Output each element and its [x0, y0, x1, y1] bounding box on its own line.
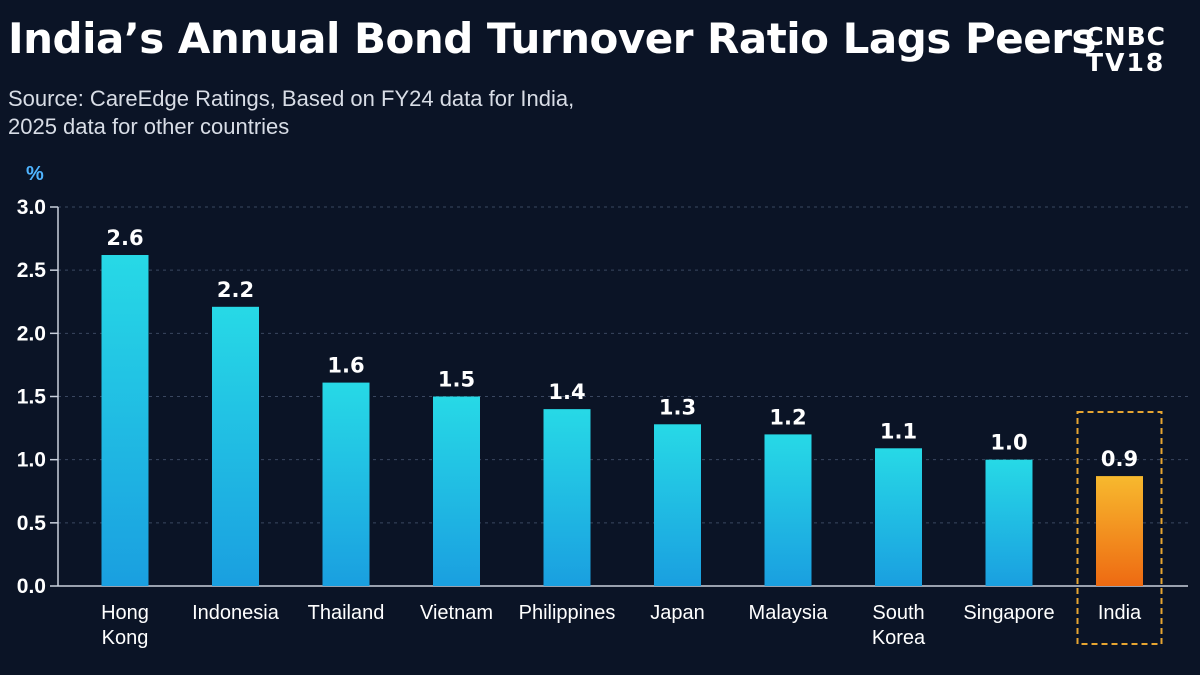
bars: 2.6 2.2 1.6 1.5 1.4 1.3 1.2 1.1 1.0 0.9 [101, 226, 1163, 645]
x-tick-label-indonesia: Indonesia [192, 602, 280, 624]
x-tick-label-japan: Japan [650, 602, 705, 624]
chart-subtitle-line-2: 2025 data for other countries [8, 114, 290, 139]
data-label-hong-kong: 2.6 [106, 226, 143, 250]
y-tick-label: 2.5 [17, 259, 47, 282]
bar-singapore [985, 459, 1033, 586]
bar-india [1096, 476, 1143, 586]
logo-line-2: TV18 [1086, 48, 1166, 77]
x-tick-label-thailand: Thailand [308, 602, 385, 624]
logo-line-1: CNBC [1085, 22, 1166, 51]
x-tick-label-malaysia: Malaysia [749, 602, 829, 624]
x-tick-label-hong-kong: Kong [102, 627, 149, 649]
x-tick-label-vietnam: Vietnam [420, 602, 493, 624]
bar-south-korea [875, 448, 922, 586]
data-label-philippines: 1.4 [548, 380, 585, 404]
y-tick-label: 1.0 [17, 449, 46, 472]
x-tick-label-south-korea: Korea [872, 627, 926, 649]
x-tick-label-south-korea: South [872, 602, 924, 624]
x-tick-label-india: India [1098, 602, 1142, 624]
bar-japan [654, 424, 701, 586]
y-tick-label: 0.0 [17, 575, 46, 598]
x-tick-label-hong-kong: Hong [101, 602, 149, 624]
bar-thailand [322, 382, 370, 586]
bar-hong-kong [101, 255, 149, 587]
data-label-south-korea: 1.1 [880, 419, 917, 443]
y-axis-unit-label: % [26, 163, 44, 185]
chart-subtitle-line-1: Source: CareEdge Ratings, Based on FY24 … [8, 86, 575, 111]
bar-indonesia [212, 306, 259, 586]
y-tick-label: 3.0 [17, 196, 46, 219]
bar-malaysia [764, 434, 812, 586]
y-tick-label: 1.5 [17, 386, 47, 409]
bar-vietnam [433, 396, 480, 586]
x-tick-label-singapore: Singapore [963, 602, 1054, 624]
y-tick-label: 0.5 [17, 512, 47, 535]
data-label-vietnam: 1.5 [438, 368, 475, 392]
data-label-indonesia: 2.2 [217, 278, 254, 302]
data-label-singapore: 1.0 [990, 431, 1027, 455]
y-tick-label: 2.0 [17, 322, 46, 345]
data-label-malaysia: 1.2 [769, 405, 806, 429]
data-label-japan: 1.3 [659, 395, 696, 419]
data-label-thailand: 1.6 [327, 354, 364, 378]
chart-title: India’s Annual Bond Turnover Ratio Lags … [8, 14, 1096, 63]
data-label-india: 0.9 [1101, 447, 1138, 471]
bar-philippines [543, 409, 591, 586]
x-tick-label-philippines: Philippines [519, 602, 616, 624]
x-axis-labels: Hong Kong Indonesia Thailand Vietnam Philippi… [101, 602, 1142, 649]
cnbc-tv18-logo: CNBC TV18 [1085, 24, 1166, 75]
highlight-box-india [1076, 411, 1163, 645]
